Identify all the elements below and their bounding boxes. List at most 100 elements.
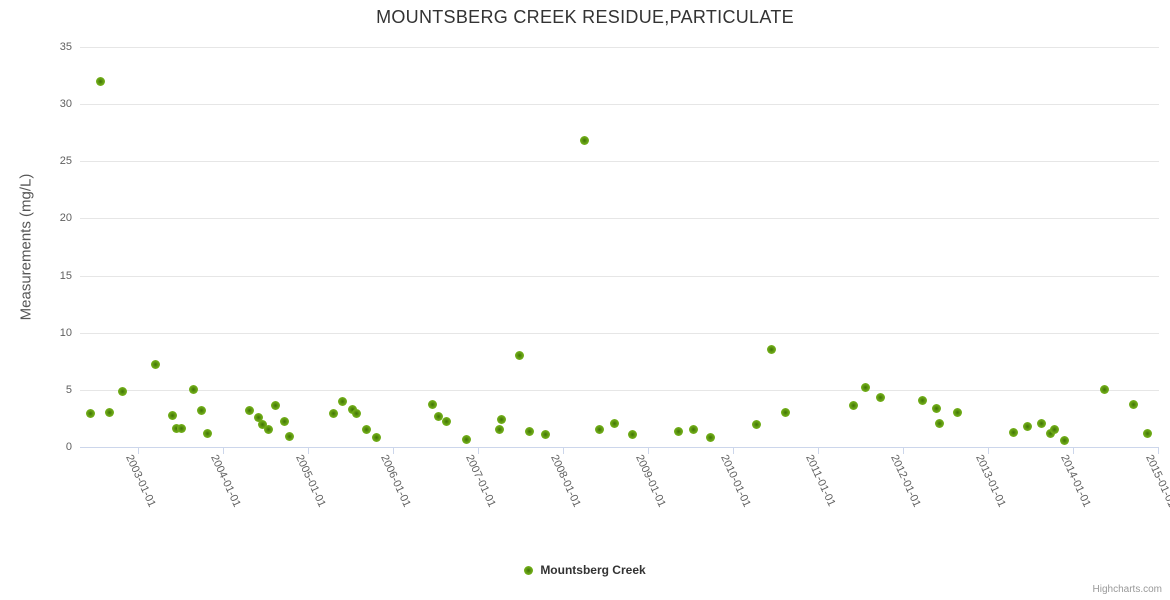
x-tick-label: 2013-01-01 (973, 453, 1008, 510)
data-point[interactable] (188, 385, 198, 395)
data-point[interactable] (428, 400, 438, 410)
x-tick (1073, 448, 1074, 454)
data-point[interactable] (494, 425, 504, 435)
data-point[interactable] (96, 76, 106, 86)
x-tick-label: 2015-01-01 (1143, 453, 1170, 510)
data-point[interactable] (861, 383, 871, 393)
data-point[interactable] (171, 424, 181, 434)
data-point[interactable] (337, 396, 347, 406)
x-tick (818, 448, 819, 454)
data-point[interactable] (203, 428, 213, 438)
series-marker-icon (524, 565, 534, 575)
x-tick-label: 2009-01-01 (633, 453, 668, 510)
y-tick-label: 20 (59, 212, 72, 225)
x-tick (478, 448, 479, 454)
data-point[interactable] (254, 412, 264, 422)
highcharts-credit-link[interactable]: Highcharts.com (1092, 584, 1162, 595)
data-point[interactable] (118, 386, 128, 396)
data-point[interactable] (752, 419, 762, 429)
data-point[interactable] (540, 429, 550, 439)
x-tick-label: 2014-01-01 (1058, 453, 1093, 510)
data-point[interactable] (952, 408, 962, 418)
data-point[interactable] (1009, 427, 1018, 437)
data-point[interactable] (329, 409, 338, 419)
data-point[interactable] (766, 345, 776, 355)
x-tick (393, 448, 394, 454)
x-tick-label: 2006-01-01 (378, 453, 413, 510)
data-point[interactable] (362, 425, 372, 435)
y-tick-label: 25 (59, 155, 72, 168)
y-gridline (80, 332, 1159, 334)
data-point[interactable] (197, 405, 207, 415)
data-point[interactable] (610, 418, 620, 428)
data-point[interactable] (706, 433, 716, 443)
data-point[interactable] (176, 424, 186, 434)
x-tick-label: 2007-01-01 (463, 453, 498, 510)
data-point[interactable] (674, 426, 684, 436)
data-point[interactable] (876, 393, 886, 403)
data-point[interactable] (1049, 425, 1059, 435)
data-point[interactable] (244, 405, 254, 415)
y-axis-title: Measurements (mg/L) (17, 173, 35, 321)
data-point[interactable] (167, 410, 177, 420)
data-point[interactable] (433, 411, 443, 421)
x-tick-label: 2012-01-01 (888, 453, 923, 510)
x-axis-line (80, 447, 1159, 448)
y-tick-label: 0 (65, 441, 72, 453)
data-point[interactable] (781, 408, 791, 418)
data-point[interactable] (1037, 418, 1047, 428)
data-point[interactable] (284, 432, 294, 442)
data-point[interactable] (515, 351, 525, 361)
data-point[interactable] (497, 415, 507, 425)
data-point[interactable] (258, 419, 268, 429)
y-tick-label: 35 (59, 41, 72, 53)
data-point[interactable] (931, 403, 941, 413)
y-gridline (80, 47, 1159, 48)
data-point[interactable] (150, 360, 160, 370)
data-point[interactable] (918, 395, 928, 405)
data-point[interactable] (461, 434, 471, 444)
data-point[interactable] (579, 136, 589, 146)
data-point[interactable] (525, 426, 535, 436)
data-point[interactable] (271, 401, 281, 411)
x-tick (648, 448, 649, 454)
legend-item-mountsberg-creek[interactable]: Mountsberg Creek (0, 563, 1170, 577)
data-point[interactable] (595, 425, 605, 435)
data-point[interactable] (351, 409, 361, 419)
y-tick-label: 5 (65, 383, 72, 396)
x-tick-label: 2005-01-01 (293, 453, 328, 510)
data-point[interactable] (1143, 428, 1153, 438)
x-tick-label: 2010-01-01 (718, 453, 753, 510)
x-tick (988, 448, 989, 454)
data-point[interactable] (371, 433, 381, 443)
data-point[interactable] (263, 425, 273, 435)
y-gridline (80, 218, 1159, 220)
data-point[interactable] (849, 401, 859, 411)
data-point[interactable] (1023, 421, 1033, 431)
x-tick (563, 448, 564, 454)
data-point[interactable] (1045, 428, 1055, 438)
data-point[interactable] (442, 417, 452, 427)
x-tick (903, 448, 904, 454)
y-gridline (80, 275, 1159, 277)
chart-title: MOUNTSBERG CREEK RESIDUE,PARTICULATE (376, 7, 794, 27)
data-point[interactable] (688, 425, 698, 435)
y-gridline (80, 389, 1159, 391)
data-point[interactable] (1128, 400, 1138, 410)
data-point[interactable] (1099, 385, 1109, 395)
x-tick-label: 2008-01-01 (548, 453, 583, 510)
y-tick-label: 30 (59, 98, 72, 111)
data-point[interactable] (347, 404, 357, 414)
x-tick-label: 2011-01-01 (803, 453, 838, 509)
x-tick (308, 448, 309, 454)
data-point[interactable] (105, 408, 115, 418)
x-tick-label: 2004-01-01 (208, 453, 243, 510)
x-tick-label: 2003-01-01 (123, 453, 158, 510)
data-point[interactable] (1060, 435, 1069, 445)
data-point[interactable] (628, 429, 638, 439)
data-point[interactable] (935, 418, 945, 428)
y-gridline (80, 161, 1159, 163)
data-point[interactable] (279, 417, 289, 427)
data-point[interactable] (85, 409, 95, 419)
